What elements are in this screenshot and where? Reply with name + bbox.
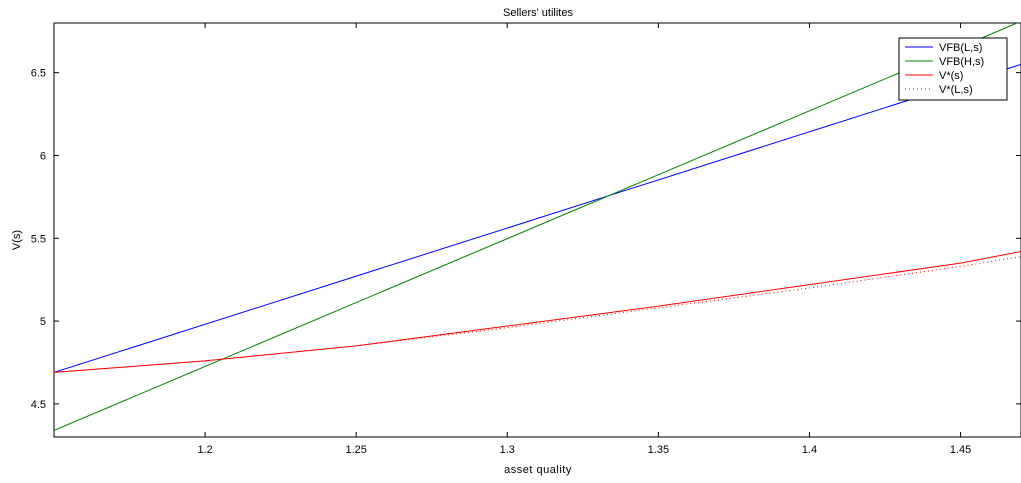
y-tick-label: 6.5 (31, 68, 46, 80)
axes-box (53, 22, 1021, 438)
x-tick-label: 1.25 (345, 444, 366, 456)
series-line-0 (54, 63, 1021, 373)
y-axis-label: V(s) (11, 230, 23, 250)
legend-box (898, 37, 1008, 101)
x-tick-label: 1.35 (648, 444, 669, 456)
x-tick-label: 1.2 (197, 444, 212, 456)
legend-label: VFB(L,s) (939, 42, 982, 54)
plot-area: 1.2 1.25 1.3 1.35 1.4 1.45 4.5 5 5.5 6 6.5 VFB(L,s)… (31, 22, 1021, 456)
x-axis-label: asset quality (504, 464, 572, 476)
y-tick-label: 6 (40, 150, 46, 162)
y-tick-label: 5.5 (31, 233, 46, 245)
x-tick-label: 1.4 (802, 444, 817, 456)
x-tick-label: 1.45 (950, 444, 971, 456)
y-tick-label: 5 (40, 316, 46, 328)
series-line-1 (54, 23, 1019, 431)
y-tick-label: 4.5 (31, 399, 46, 411)
x-tick-label: 1.3 (500, 444, 515, 456)
chart-title: Sellers' utilites (503, 7, 573, 19)
series-line-3 (54, 256, 1021, 373)
series-line-2 (54, 251, 1021, 373)
legend-label: V*(s) (939, 70, 963, 82)
legend-label: VFB(H,s) (939, 56, 984, 68)
legend-label: V*(L,s) (939, 84, 973, 96)
